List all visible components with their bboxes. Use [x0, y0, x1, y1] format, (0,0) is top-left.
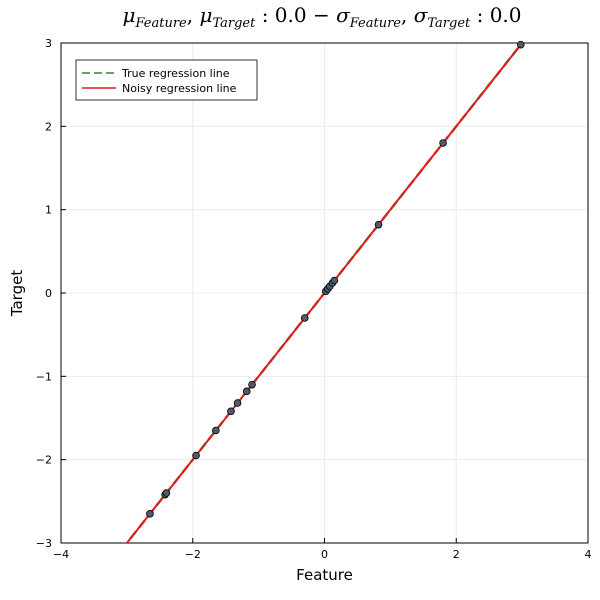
title-part: ,: [401, 3, 414, 27]
title-part: : 0.0: [470, 3, 521, 27]
data-point: [248, 380, 256, 389]
legend-box: [75, 59, 258, 101]
x-tick-label: 4: [585, 548, 592, 561]
title-part: : 0.0 −: [255, 3, 336, 27]
y-tick-label: −2: [36, 454, 52, 467]
title-symbol: μ: [199, 3, 212, 27]
y-axis-label: Target: [8, 270, 26, 318]
data-point: [162, 489, 171, 497]
chart-title: μFeature​, μTarget​ : 0.0 − σFeature​, σ…: [122, 3, 521, 31]
y-tick-label: 3: [45, 37, 52, 50]
title-symbol: μ: [122, 3, 135, 27]
legend-entry-label: True regression line: [121, 67, 230, 80]
y-axis-ticks: −3 −2 −1 0 1 2 3: [36, 37, 66, 550]
title-subscript: Feature: [134, 16, 187, 31]
data-point: [227, 407, 235, 416]
data-point: [517, 40, 525, 49]
title-subscript: Target: [212, 16, 256, 31]
y-tick-label: 0: [45, 287, 52, 300]
data-point: [146, 510, 154, 518]
x-tick-label: 0: [321, 548, 328, 561]
data-point: [300, 314, 309, 322]
title-subscript: Feature: [349, 16, 402, 31]
x-axis-label: Feature: [296, 566, 353, 584]
title-part: ,: [187, 3, 200, 27]
title-symbol: σ: [336, 3, 351, 27]
title-symbol: σ: [414, 3, 429, 27]
y-tick-label: −3: [36, 537, 52, 550]
title-subscript: Target: [427, 16, 471, 31]
data-point: [192, 451, 200, 460]
data-point: [233, 399, 242, 407]
data-point: [330, 276, 339, 285]
data-points: [146, 40, 525, 518]
y-tick-label: 2: [45, 120, 52, 133]
data-point: [374, 220, 383, 229]
x-tick-label: −2: [185, 548, 201, 561]
y-tick-label: −1: [36, 370, 52, 383]
data-point: [212, 426, 220, 435]
x-axis-ticks: −4 −2 0 2 4: [53, 538, 592, 561]
data-point: [439, 139, 447, 147]
legend: True regression line Noisy regression lin…: [75, 59, 258, 101]
y-tick-label: 1: [45, 204, 52, 217]
x-tick-label: −4: [53, 548, 69, 561]
data-point: [242, 387, 251, 396]
x-tick-label: 2: [453, 548, 460, 561]
legend-entry-label: Noisy regression line: [122, 82, 237, 95]
